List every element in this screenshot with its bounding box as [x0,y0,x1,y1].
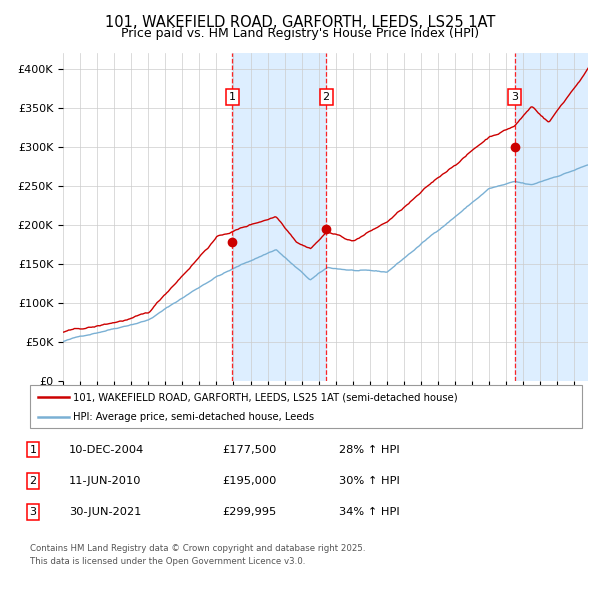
Text: £177,500: £177,500 [222,445,277,454]
Text: 30-JUN-2021: 30-JUN-2021 [69,507,142,517]
Text: 28% ↑ HPI: 28% ↑ HPI [339,445,400,454]
Text: 2: 2 [323,92,330,102]
Text: 1: 1 [29,445,37,454]
Text: 30% ↑ HPI: 30% ↑ HPI [339,476,400,486]
Bar [515,53,588,381]
Text: 3: 3 [29,507,37,517]
FancyBboxPatch shape [30,385,582,428]
Text: 2: 2 [29,476,37,486]
Text: 101, WAKEFIELD ROAD, GARFORTH, LEEDS, LS25 1AT (semi-detached house): 101, WAKEFIELD ROAD, GARFORTH, LEEDS, LS… [73,392,458,402]
Text: Price paid vs. HM Land Registry's House Price Index (HPI): Price paid vs. HM Land Registry's House … [121,27,479,40]
Text: £299,995: £299,995 [222,507,276,517]
Bar [232,53,326,381]
Text: Contains HM Land Registry data © Crown copyright and database right 2025.: Contains HM Land Registry data © Crown c… [30,545,365,553]
Text: 3: 3 [511,92,518,102]
Text: 1: 1 [229,92,236,102]
Text: 101, WAKEFIELD ROAD, GARFORTH, LEEDS, LS25 1AT: 101, WAKEFIELD ROAD, GARFORTH, LEEDS, LS… [105,15,495,30]
Text: This data is licensed under the Open Government Licence v3.0.: This data is licensed under the Open Gov… [30,558,305,566]
Text: £195,000: £195,000 [222,476,277,486]
Text: 34% ↑ HPI: 34% ↑ HPI [339,507,400,517]
Text: HPI: Average price, semi-detached house, Leeds: HPI: Average price, semi-detached house,… [73,412,314,422]
Text: 11-JUN-2010: 11-JUN-2010 [69,476,142,486]
Text: 10-DEC-2004: 10-DEC-2004 [69,445,144,454]
